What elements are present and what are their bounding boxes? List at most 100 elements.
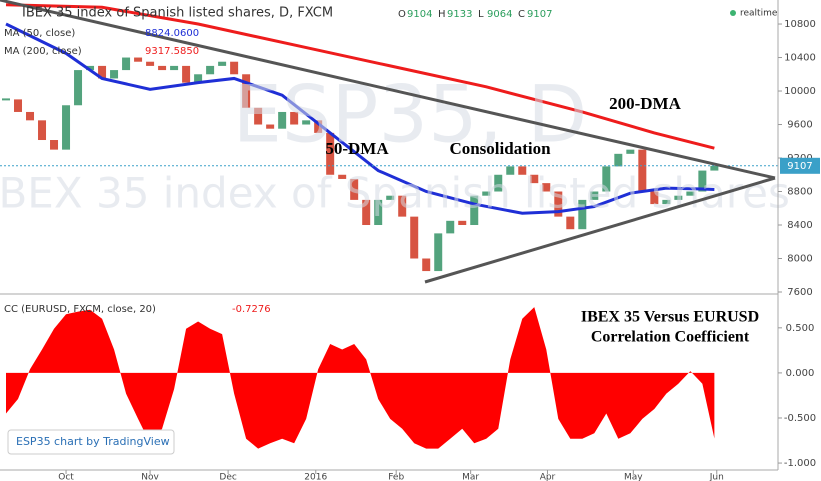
x-tick-label: Dec	[219, 473, 236, 481]
y-tick-label: 9600	[787, 120, 812, 131]
y-tick-label: 10400	[784, 53, 816, 64]
candle	[266, 124, 275, 129]
y-tick-label: 8000	[787, 254, 812, 265]
ma-line	[5, 22, 715, 215]
candle	[230, 61, 239, 75]
pane-title: CC (EURUSD, FXCM, close, 20)	[4, 304, 156, 315]
price-tag	[780, 157, 820, 174]
candle	[530, 174, 539, 184]
legend-label: MA (50, close)	[4, 28, 75, 39]
ohlc: O 9104 H 9133 L 9064 C 9107	[398, 9, 552, 20]
candle	[638, 149, 647, 192]
candle	[146, 61, 155, 66]
candle	[554, 191, 563, 217]
candle	[194, 74, 203, 83]
watermark: IBEX 35 index of Spanish listed shares	[0, 169, 790, 218]
candle	[170, 65, 179, 71]
candle	[110, 70, 119, 79]
ohlc-value: 9104	[407, 9, 432, 20]
candle	[614, 153, 623, 167]
status-dot	[730, 10, 736, 16]
ma-line	[5, 3, 715, 150]
candle	[290, 111, 299, 125]
candle	[506, 166, 515, 175]
candle	[410, 216, 419, 259]
candle	[326, 132, 335, 175]
candle	[254, 107, 263, 125]
trendline	[0, 0, 776, 180]
candle	[350, 178, 359, 200]
ohlc-label: L	[478, 9, 484, 20]
y-tick-label: 7600	[787, 287, 812, 298]
x-tick-label: Feb	[388, 473, 404, 481]
ohlc-value: 9133	[447, 9, 472, 20]
y-tick-label: 8800	[787, 187, 812, 198]
ohlc-value: 9064	[487, 9, 512, 20]
y-tick-label: 8400	[787, 220, 812, 231]
candle	[50, 140, 59, 150]
annotation: 200-DMA	[609, 94, 681, 113]
annotation: Consolidation	[449, 139, 551, 158]
candle	[542, 183, 551, 192]
candle	[566, 216, 575, 230]
candle	[494, 174, 503, 192]
y-tick-label: 0.500	[786, 323, 815, 334]
candle	[422, 258, 431, 272]
candle	[398, 195, 407, 217]
x-tick-label: Oct	[58, 473, 74, 481]
legend-label: MA (200, close)	[4, 46, 82, 57]
candle	[38, 120, 47, 141]
ohlc-value: 9107	[527, 9, 552, 20]
candle	[578, 199, 587, 230]
y-tick-label: 10800	[784, 19, 816, 30]
ohlc-label: H	[438, 9, 446, 20]
candle	[710, 165, 719, 171]
candle	[218, 61, 227, 66]
candle	[434, 233, 443, 272]
candle	[590, 191, 599, 200]
y-tick-label: 10000	[784, 86, 816, 97]
candle	[338, 174, 347, 179]
candle	[446, 220, 455, 234]
last-value: -0.7276	[232, 304, 271, 315]
chart-title: IBEX 35 index of Spanish listed shares, …	[22, 6, 333, 21]
candle	[374, 199, 383, 226]
candle	[470, 195, 479, 226]
candle	[158, 65, 167, 71]
candle	[518, 166, 527, 175]
candle	[698, 170, 707, 192]
candle	[86, 65, 95, 71]
credit-box[interactable]	[7, 429, 175, 455]
candle	[482, 191, 491, 196]
candle	[62, 105, 71, 150]
legend-value: 9317.5850	[145, 46, 199, 57]
candle	[74, 70, 83, 106]
ohlc-label: O	[398, 9, 406, 20]
annotation: IBEX 35 Versus EURUSD	[581, 309, 759, 326]
plot	[0, 3, 778, 449]
x-tick-label: Mar	[462, 473, 479, 481]
candle	[182, 65, 191, 83]
annotation: Correlation Coefficient	[591, 329, 750, 346]
candle	[626, 149, 635, 154]
candle	[602, 166, 611, 192]
axes: 7600800084008800920096001000010400108009…	[58, 19, 820, 481]
x-tick-label: Apr	[540, 473, 556, 481]
annotation: 50-DMA	[325, 139, 389, 158]
credit[interactable]: ESP35 chart by TradingView	[16, 435, 170, 448]
status: realtime	[740, 9, 778, 19]
candle	[458, 220, 467, 226]
candle	[98, 65, 107, 79]
candle	[278, 111, 287, 129]
legend: MA (50, close) 8824.0600 MA (200, close) 93…	[4, 28, 199, 57]
y-tick-label: -0.500	[784, 413, 816, 424]
candle	[134, 57, 143, 62]
area	[6, 307, 715, 449]
trendline	[424, 176, 776, 284]
ohlc-label: C	[518, 9, 525, 20]
candle	[662, 199, 671, 205]
x-tick-label: 2016	[304, 473, 327, 481]
candle	[386, 195, 395, 200]
candle	[674, 195, 683, 200]
